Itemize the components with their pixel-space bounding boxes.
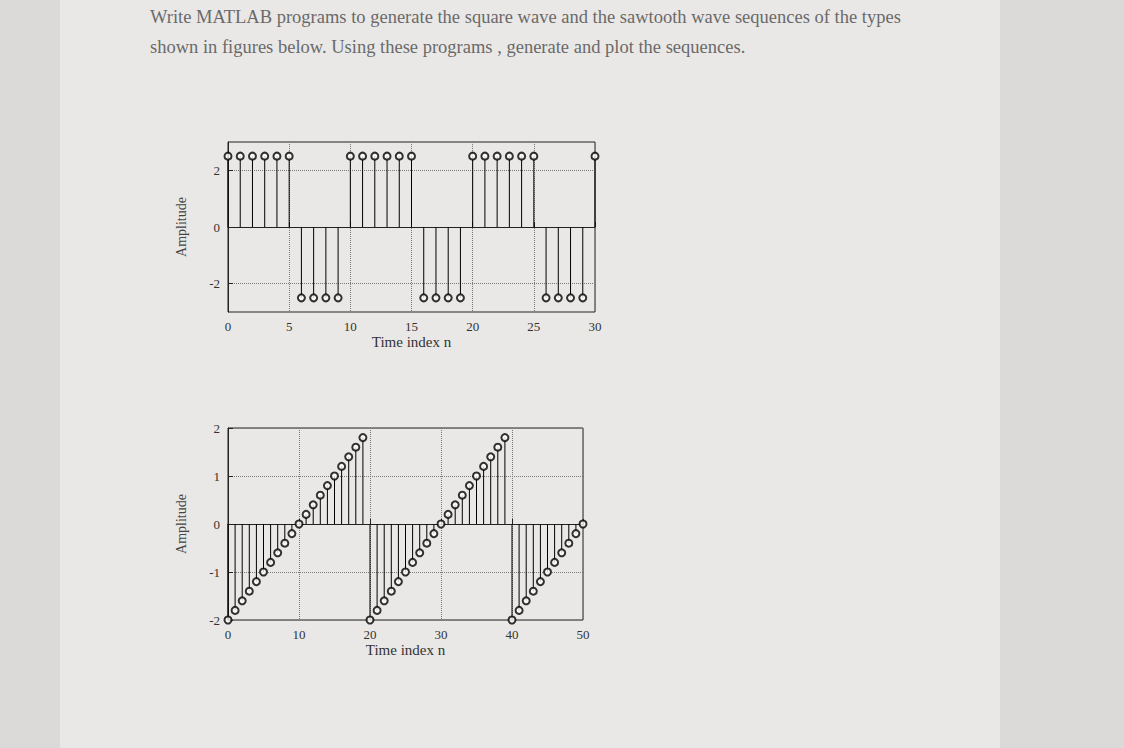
svg-text:-2: -2 <box>209 613 220 628</box>
svg-text:0: 0 <box>214 517 221 532</box>
svg-text:Amplitude: Amplitude <box>174 494 189 554</box>
svg-text:0: 0 <box>214 220 221 235</box>
svg-text:5: 5 <box>286 319 293 334</box>
svg-text:50: 50 <box>577 627 590 642</box>
svg-text:0: 0 <box>225 627 232 642</box>
svg-text:40: 40 <box>506 627 519 642</box>
svg-text:30: 30 <box>589 319 602 334</box>
svg-text:20: 20 <box>364 627 377 642</box>
svg-text:2: 2 <box>214 163 221 178</box>
html-text:Write MATLAB programs to gener: Write MATLAB programs to generate the sq… <box>150 7 901 57</box>
svg-text:30: 30 <box>435 627 448 642</box>
svg-text:15: 15 <box>405 319 418 334</box>
svg-text:1: 1 <box>214 469 221 484</box>
svg-text:25: 25 <box>527 319 540 334</box>
svg-text:2: 2 <box>214 421 221 436</box>
svg-text:10: 10 <box>344 319 357 334</box>
svg-text:Time index n: Time index n <box>372 334 452 350</box>
svg-text:-1: -1 <box>209 565 220 580</box>
svg-text:0: 0 <box>225 319 232 334</box>
svg-text:10: 10 <box>293 627 306 642</box>
svg-text:Amplitude: Amplitude <box>174 197 189 257</box>
svg-text:20: 20 <box>466 319 479 334</box>
svg-text:-2: -2 <box>209 276 220 291</box>
svg-text:Time index n: Time index n <box>366 642 446 658</box>
